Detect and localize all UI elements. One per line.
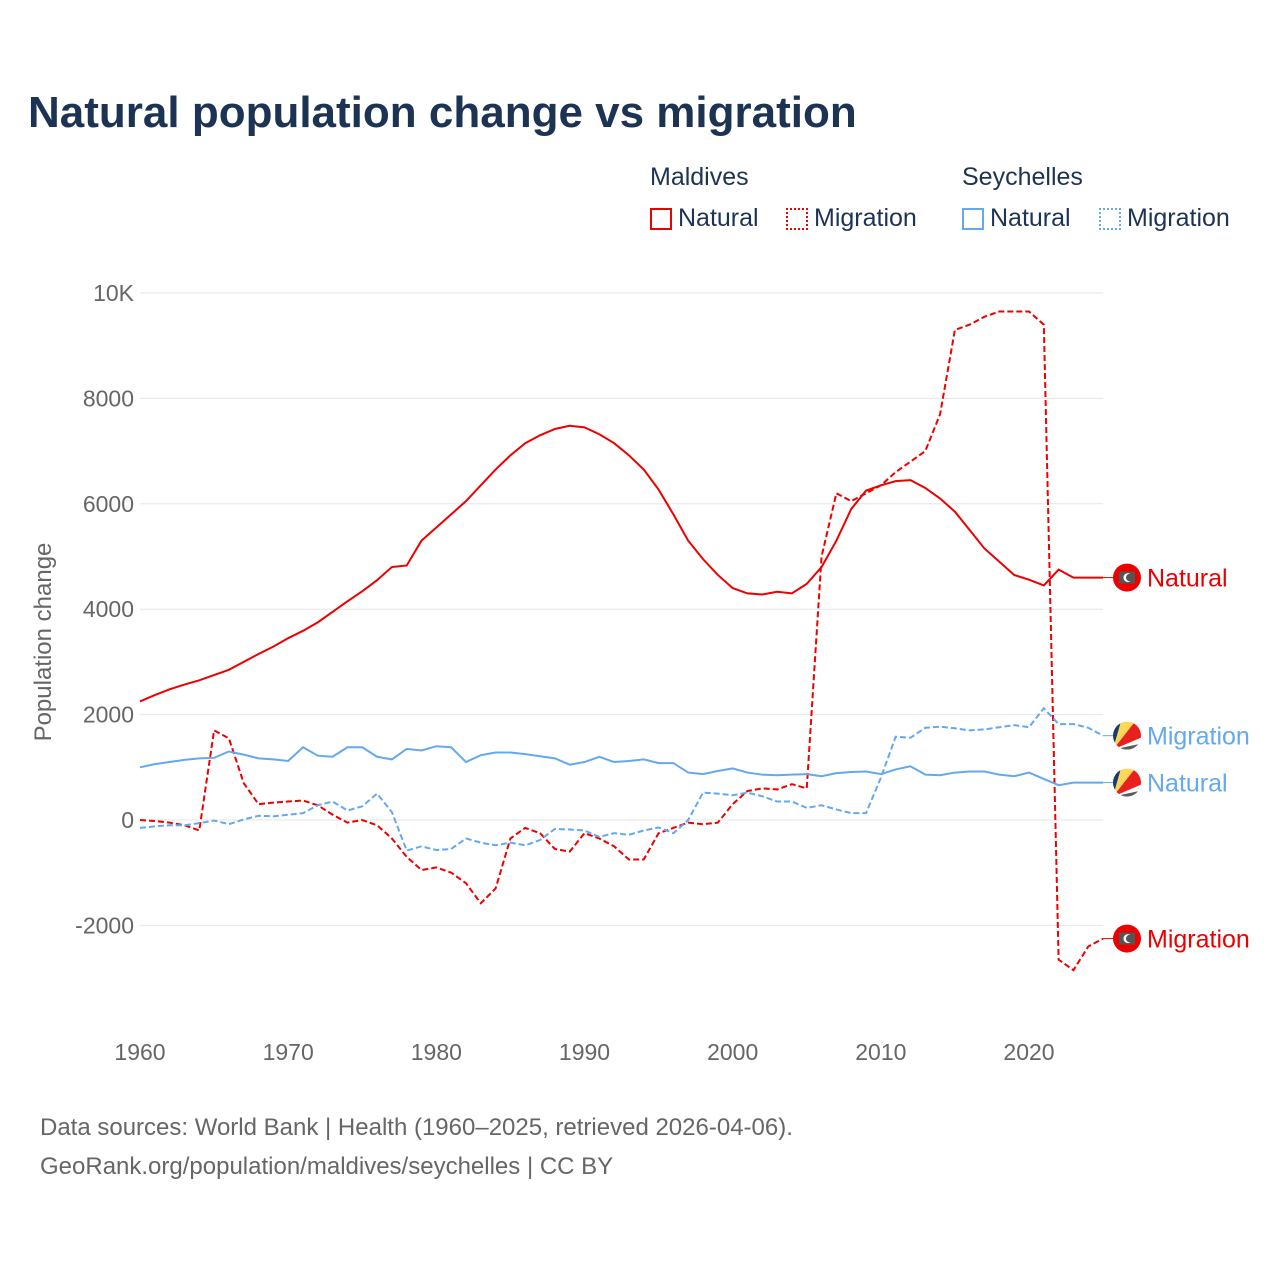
y-tick-label: 10K (93, 280, 135, 306)
legend-label: Migration (814, 204, 917, 232)
x-tick-label: 1990 (559, 1039, 610, 1065)
dotted-swatch-icon (786, 207, 808, 230)
solid-swatch-icon (650, 207, 672, 230)
solid-swatch-icon (962, 207, 984, 230)
x-tick-label: 2000 (707, 1039, 758, 1065)
source-note: Data sources: World Bank | Health (1960–… (40, 1114, 793, 1141)
dotted-swatch-icon (1099, 207, 1121, 230)
legend-seychelles-migration[interactable]: Migration (1099, 204, 1230, 233)
series-line-maldives-migration (139, 310, 1104, 972)
y-tick-label: 8000 (83, 385, 134, 411)
series-line-seychelles-migration (139, 706, 1104, 852)
legend-group-seychelles: Seychelles (962, 163, 1083, 191)
legend-label: Natural (678, 204, 759, 232)
legend-group-maldives: Maldives (650, 163, 749, 191)
source-link[interactable]: GeoRank.org/population/maldives/seychell… (40, 1153, 614, 1180)
seychelles-flag-icon (1113, 768, 1141, 797)
y-tick-label: 0 (121, 807, 134, 833)
x-tick-label: 2010 (855, 1039, 906, 1065)
chart-title: Natural population change vs migration (28, 88, 857, 137)
legend-label: Migration (1127, 204, 1230, 232)
legend-label: Natural (990, 204, 1071, 232)
seychelles-flag-icon (1113, 721, 1141, 750)
x-tick-label: 2020 (1003, 1039, 1054, 1065)
series-line-seychelles-natural (139, 745, 1104, 787)
maldives-flag-icon (1113, 563, 1141, 592)
end-label: Natural (1147, 770, 1228, 798)
y-tick-label: -2000 (75, 912, 134, 938)
x-tick-label: 1960 (114, 1039, 165, 1065)
end-label: Migration (1147, 926, 1250, 954)
legend-maldives-natural[interactable]: Natural (650, 204, 759, 233)
y-axis-label: Population change (30, 543, 57, 742)
legend-maldives-migration[interactable]: Migration (786, 204, 917, 233)
maldives-flag-icon (1113, 924, 1141, 953)
y-tick-label: 4000 (83, 596, 134, 622)
x-tick-label: 1970 (263, 1039, 314, 1065)
end-label: Migration (1147, 723, 1250, 751)
end-label: Natural (1147, 565, 1228, 593)
series-line-maldives-natural (139, 424, 1104, 703)
x-tick-label: 1980 (411, 1039, 462, 1065)
y-tick-label: 6000 (83, 491, 134, 517)
footer: Data sources: World Bank | Health (1960–… (40, 1108, 793, 1186)
y-tick-label: 2000 (83, 702, 134, 728)
legend-seychelles-natural[interactable]: Natural (962, 204, 1071, 233)
